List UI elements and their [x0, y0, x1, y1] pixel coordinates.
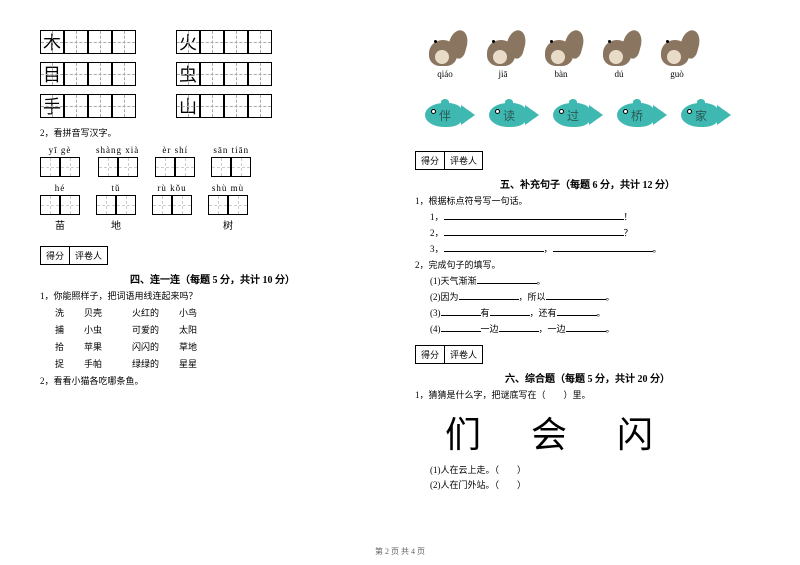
fish-icon: 读	[489, 99, 539, 131]
pinyin-row-2: hé苗 tǔ地 rù kǒu shù mù树	[40, 183, 385, 232]
match-section: 洗贝壳火红的小鸟 捕小虫可爱的太阳 拾苹果闪闪的草地 捉手帕绿绿的星星	[40, 306, 385, 370]
q6-1: 1，猜猜是什么字，把谜底写在（ ）里。	[415, 388, 760, 401]
fish-icon: 伴	[425, 99, 475, 131]
pinyin-row-1: yī gè shàng xià èr shí sān tiān	[40, 145, 385, 177]
fish-icon: 家	[681, 99, 731, 131]
fish-icon: 桥	[617, 99, 667, 131]
fish-row: 伴 读 过 桥 家	[415, 99, 760, 131]
big-char-row: 们 会 闪	[415, 406, 760, 458]
q5-1: 1，根据标点符号写一句话。	[415, 194, 760, 207]
score-box: 得分 评卷人	[40, 246, 108, 265]
q5-2: 2，完成句子的填写。	[415, 258, 760, 271]
char-group: 木	[40, 30, 136, 54]
squirrel-icon	[657, 30, 697, 66]
section-4-title: 四、连一连（每题 5 分，共计 10 分）	[40, 271, 385, 286]
q4-1: 1，你能照样子，把词语用线连起来吗？	[40, 289, 385, 302]
char-group: 火	[176, 30, 272, 54]
left-column: 木 火 目	[40, 30, 385, 493]
page-footer: 第 2 页 共 4 页	[0, 546, 800, 557]
right-column: qiáo jiā bàn dú guò 伴 读 过 桥 家 得分 评卷人 五、补…	[415, 30, 760, 493]
char-cell: 火	[176, 30, 200, 54]
squirrel-icon	[599, 30, 639, 66]
squirrel-icon	[483, 30, 523, 66]
q2-label: 2，看拼音写汉字。	[40, 126, 385, 139]
fish-icon: 过	[553, 99, 603, 131]
section-6-title: 六、综合题（每题 5 分，共计 20 分）	[415, 370, 760, 385]
squirrel-row: qiáo jiā bàn dú guò	[415, 30, 760, 79]
squirrel-icon	[425, 30, 465, 66]
score-box: 得分 评卷人	[415, 151, 483, 170]
char-box-section: 木 火 目	[40, 30, 385, 118]
squirrel-icon	[541, 30, 581, 66]
section-5-title: 五、补充句子（每题 6 分，共计 12 分）	[415, 176, 760, 191]
q4-2: 2，看看小猫各吃哪条鱼。	[40, 374, 385, 387]
score-box: 得分 评卷人	[415, 345, 483, 364]
char-cell: 木	[40, 30, 64, 54]
